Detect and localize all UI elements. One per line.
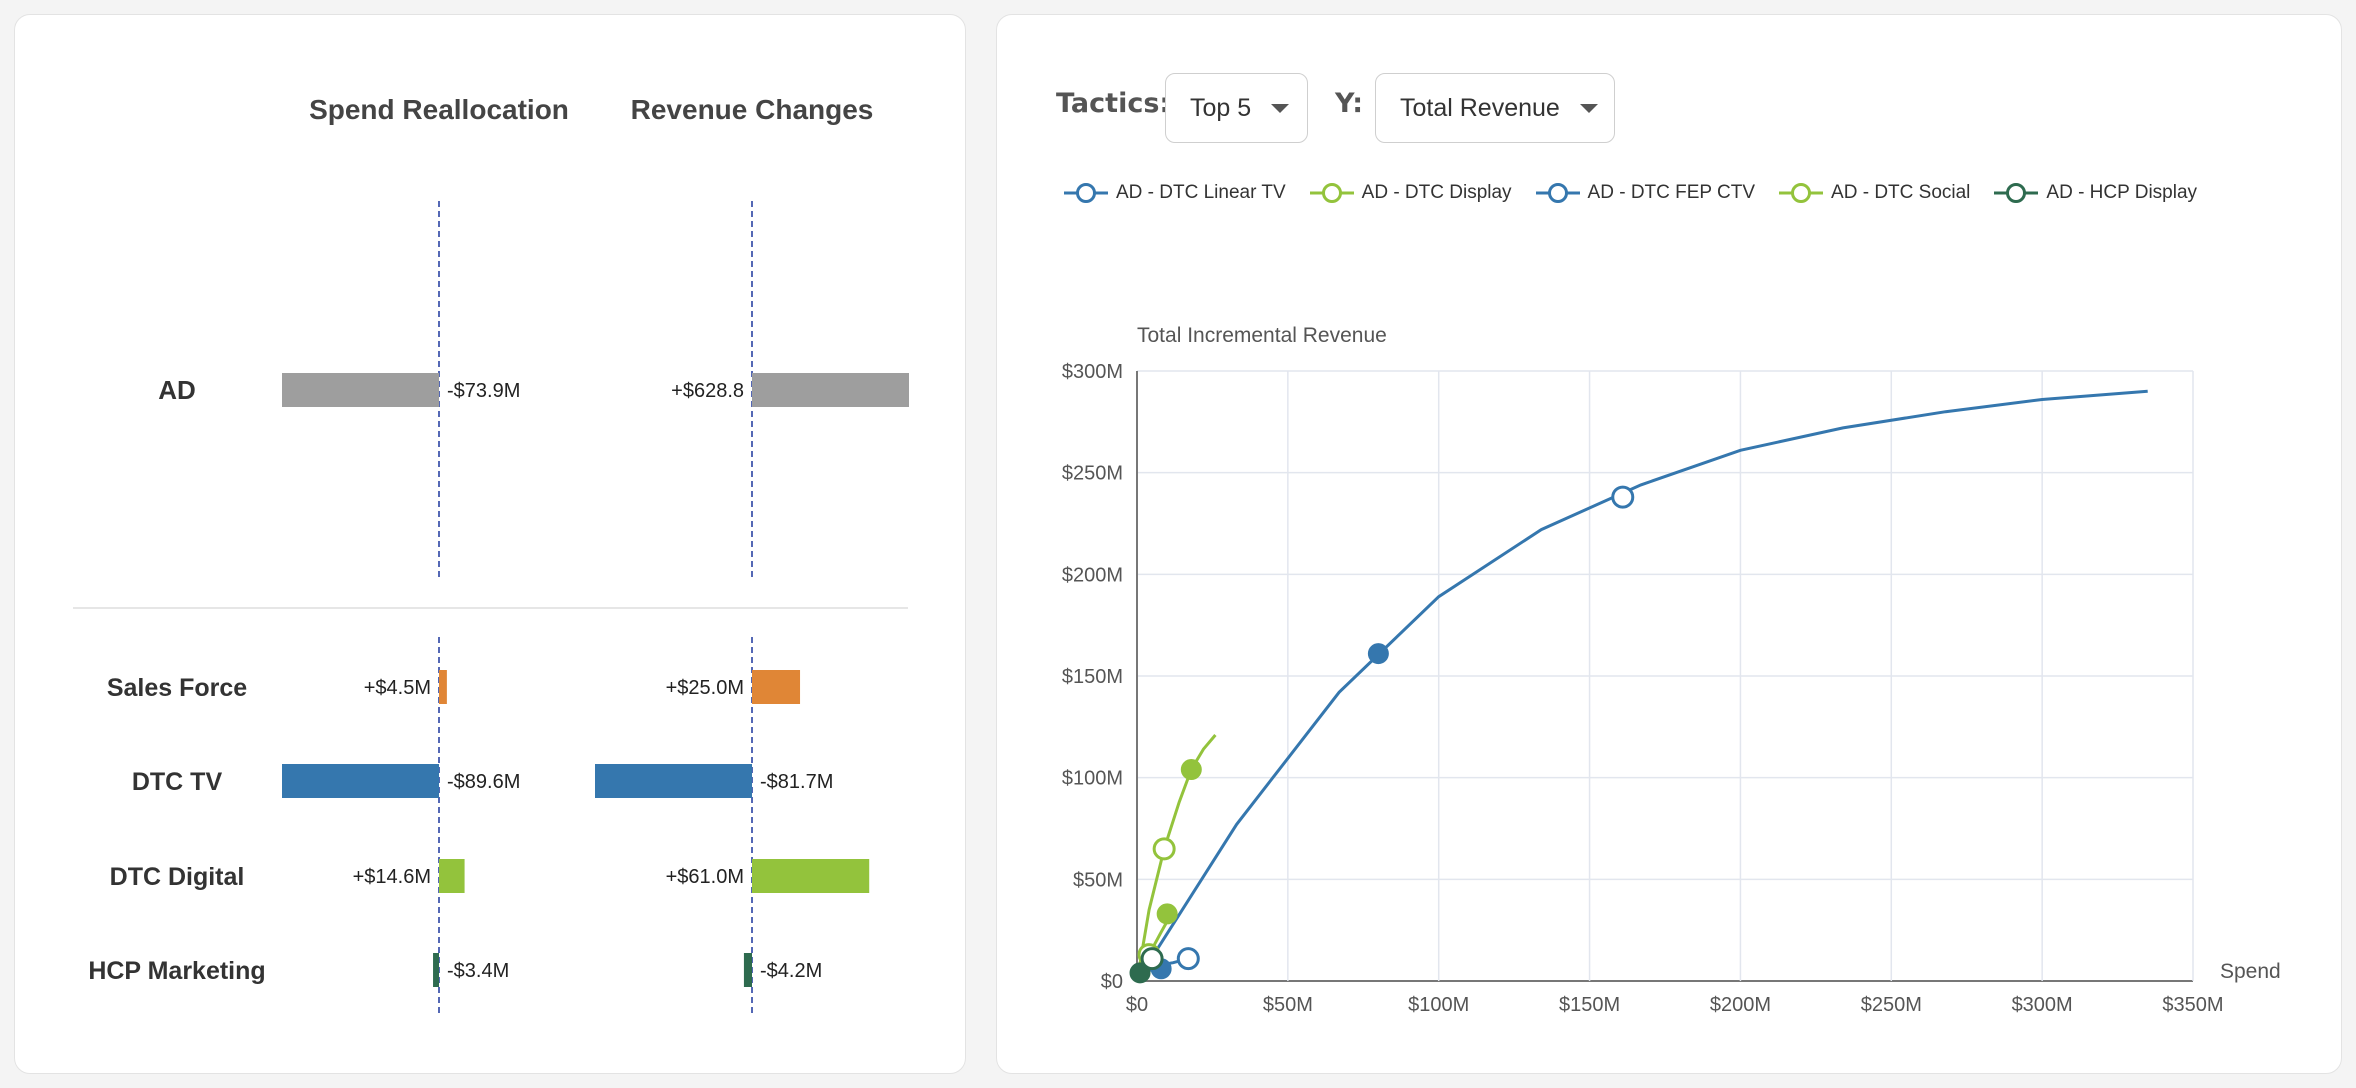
row-hcp-marketing-spend-bar <box>433 953 439 987</box>
legend-marker-icon <box>1064 183 1108 203</box>
row-dtc-digital-spend-bar <box>439 859 465 893</box>
legend-label: AD - DTC Display <box>1361 182 1512 203</box>
current-point-marker[interactable] <box>1152 837 1176 861</box>
legend-item-2[interactable]: AD - DTC Display <box>1309 181 1512 205</box>
y-tick-label: $0 <box>1101 971 1123 993</box>
x-tick-label: $300M <box>2012 994 2073 1016</box>
y-tick-label: $100M <box>1062 768 1123 790</box>
current-point-marker[interactable] <box>1176 947 1200 971</box>
legend-marker-icon <box>1779 183 1824 203</box>
total-row-spend-bar <box>282 373 439 407</box>
y-metric-dropdown-value: Total Revenue <box>1400 93 1560 122</box>
row-dtc-tv-spend-bar <box>282 764 439 798</box>
y-metric-dropdown[interactable]: Total Revenue <box>1375 73 1615 143</box>
y-tick-label: $300M <box>1062 361 1123 383</box>
row-dtc-digital-spend-value: +$14.6M <box>353 866 431 888</box>
optimized-point-marker[interactable] <box>1129 962 1151 984</box>
row-dtc-digital-revenue-value: +$61.0M <box>666 866 744 888</box>
row-dtc-tv-revenue-bar <box>595 764 752 798</box>
current-point-marker[interactable] <box>1137 943 1161 967</box>
total-row-revenue-value: +$628.8 <box>671 380 744 402</box>
chevron-down-icon <box>1271 103 1290 113</box>
row-hcp-marketing-revenue-value: -$4.2M <box>760 960 822 982</box>
legend-label: AD - DTC FEP CTV <box>1587 182 1756 203</box>
row-sales-force-spend-bar <box>439 670 447 704</box>
row-dtc-digital-label: DTC Digital <box>110 863 245 891</box>
row-hcp-marketing-revenue-bar <box>743 953 752 987</box>
legend-item-3[interactable]: AD - DTC FEP CTV <box>1535 181 1756 205</box>
row-dtc-tv-spend-value: -$89.6M <box>447 771 520 793</box>
chart-legend: AD - DTC Linear TV AD - DTC Display AD - D… <box>1064 181 2197 205</box>
series-line <box>1135 961 1156 982</box>
row-hcp-marketing-spend-value: -$3.4M <box>447 960 509 982</box>
optimized-point-marker[interactable] <box>1180 759 1202 781</box>
optimized-point-marker[interactable] <box>1367 643 1389 665</box>
y-tick-label: $200M <box>1062 564 1123 586</box>
total-row-label: AD <box>158 375 196 405</box>
x-tick-label: $200M <box>1710 994 1771 1016</box>
chevron-down-icon <box>1579 103 1598 113</box>
row-dtc-digital-revenue-bar <box>752 859 870 893</box>
y-axis-title: Total Incremental Revenue <box>1137 324 1387 347</box>
row-sales-force-spend-value: +$4.5M <box>364 677 431 699</box>
x-tick-label: $350M <box>2162 994 2223 1016</box>
row-dtc-tv-revenue-value: -$81.7M <box>760 771 833 793</box>
series-2 <box>1135 734 1217 982</box>
legend-label: AD - HCP Display <box>2046 182 2198 203</box>
tactics-dropdown-value: Top 5 <box>1190 93 1252 122</box>
spend-header: Spend Reallocation <box>309 94 569 125</box>
x-tick-label: $50M <box>1263 994 1313 1016</box>
row-sales-force-revenue-value: +$25.0M <box>666 677 744 699</box>
optimized-point-marker[interactable] <box>1150 958 1172 980</box>
series-line <box>1136 957 1189 983</box>
legend-item-5[interactable]: AD - HCP Display <box>1994 181 2197 205</box>
legend-marker-icon <box>1994 183 2039 203</box>
row-hcp-marketing-label: HCP Marketing <box>88 957 265 985</box>
x-tick-label: $100M <box>1408 994 1469 1016</box>
x-tick-label: $0 <box>1126 994 1148 1016</box>
series-line <box>1135 389 2148 982</box>
row-sales-force-revenue-bar <box>752 670 801 704</box>
current-point-marker[interactable] <box>1140 947 1164 971</box>
optimized-point-marker[interactable] <box>1156 903 1178 925</box>
series-1 <box>1135 389 2148 982</box>
series-3 <box>1136 947 1200 983</box>
series-line <box>1135 915 1172 982</box>
legend-item-4[interactable]: AD - DTC Social <box>1779 181 1970 205</box>
reallocation-panel: Spend Reallocation Revenue Changes AD -$7… <box>14 14 966 1074</box>
response-curve-chart: Total Incremental Revenue Spend $0 $50M $1… <box>1062 324 2281 1016</box>
legend-marker-icon <box>1535 183 1580 203</box>
reallocation-chart: Spend Reallocation Revenue Changes AD -$7… <box>73 94 909 1015</box>
legend-label: AD - DTC Social <box>1831 182 1971 203</box>
total-row-revenue-bar <box>752 373 909 407</box>
legend-marker-icon <box>1309 183 1354 203</box>
row-dtc-tv-label: DTC TV <box>132 768 223 796</box>
total-row-spend-value: -$73.9M <box>447 380 520 402</box>
x-tick-label: $150M <box>1559 994 1620 1016</box>
tactics-label: Tactics: <box>1056 88 1171 119</box>
y-tick-label: $150M <box>1062 666 1123 688</box>
legend-item-1[interactable]: AD - DTC Linear TV <box>1064 181 1286 205</box>
series-4 <box>1135 903 1178 982</box>
tactics-dropdown[interactable]: Top 5 <box>1165 73 1308 143</box>
y-label: Y: <box>1335 88 1364 119</box>
current-point-marker[interactable] <box>1611 485 1635 509</box>
revenue-header: Revenue Changes <box>631 94 874 125</box>
response-curve-panel: Tactics: Top 5 Y: Total Revenue AD - DTC… <box>996 14 2342 1074</box>
x-axis-title: Spend <box>2220 960 2281 983</box>
x-tick-label: $250M <box>1861 994 1922 1016</box>
series-5 <box>1129 947 1164 984</box>
legend-label: AD - DTC Linear TV <box>1116 182 1286 203</box>
row-sales-force-label: Sales Force <box>107 674 247 702</box>
series-line <box>1135 734 1217 982</box>
y-tick-label: $50M <box>1073 869 1123 891</box>
y-tick-label: $250M <box>1062 463 1123 485</box>
